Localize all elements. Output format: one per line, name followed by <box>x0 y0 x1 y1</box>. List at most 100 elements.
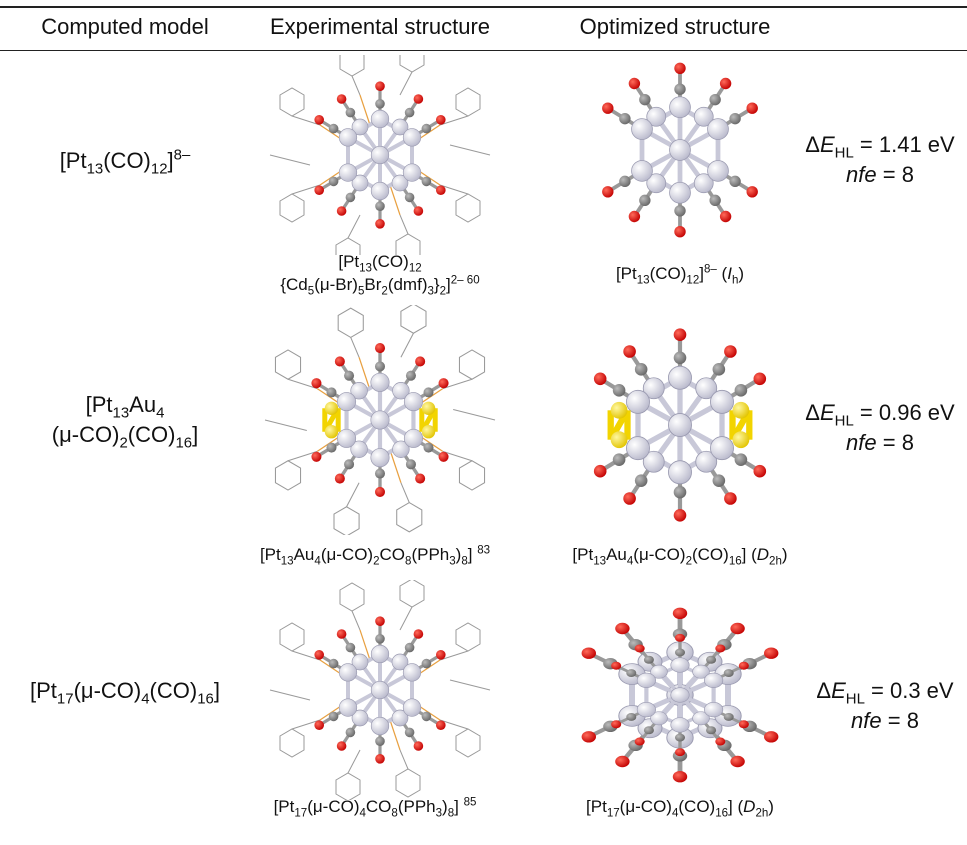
text-segment: nfe <box>851 708 882 733</box>
text-segment: [Pt <box>615 264 637 283</box>
text-segment: ) <box>768 797 774 816</box>
text-segment: (CO) <box>678 797 716 816</box>
computed-model: [Pt17(μ-CO)4(CO)16] <box>0 676 250 706</box>
text-line: [Pt17(μ-CO)4CO8(PPh3)8] 85 <box>200 795 550 820</box>
text-line: [Pt13Au4 <box>0 390 250 420</box>
text-segment: (dmf) <box>387 275 428 294</box>
text-segment: = 1.41 eV <box>853 132 955 157</box>
text-segment: 8 <box>447 807 455 820</box>
text-line: ΔEHL = 0.96 eV <box>790 398 967 428</box>
text-segment: (PPh <box>397 797 436 816</box>
text-segment: Br <box>364 275 382 294</box>
text-line: [Pt13Au4(μ-CO)2(CO)16] (D2h) <box>520 543 840 568</box>
text-segment: (CO) <box>149 678 198 703</box>
text-segment: 2 <box>685 555 692 568</box>
text-line: [Pt17(μ-CO)4(CO)16] <box>0 676 250 706</box>
text-segment: ) <box>455 545 462 564</box>
text-segment: ] <box>167 148 174 173</box>
text-segment: CO <box>379 545 406 564</box>
text-line: (μ-CO)2(CO)16] <box>0 420 250 450</box>
text-segment: 2 <box>119 434 128 452</box>
text-segment: } <box>433 275 440 294</box>
text-segment: ] <box>192 422 199 447</box>
text-segment: 16 <box>175 434 193 452</box>
text-segment: ] <box>213 678 220 703</box>
text-segment: 85 <box>463 796 477 809</box>
top-rule <box>0 6 967 8</box>
text-segment: (μ-CO) <box>51 422 120 447</box>
text-segment: 13 <box>86 160 104 178</box>
text-segment: (CO) <box>371 252 409 271</box>
optimized-caption: [Pt17(μ-CO)4(CO)16] (D2h) <box>520 795 840 820</box>
text-line: [Pt13(CO)12 <box>230 250 530 275</box>
text-segment: HL <box>834 412 854 430</box>
text-line: {Cd5(μ-Br)5Br2(dmf)3}2]2– 60 <box>230 273 530 298</box>
text-segment: 12 <box>686 274 700 287</box>
text-segment: 8 <box>461 555 468 568</box>
text-segment: ] <box>446 275 451 294</box>
text-segment: 2 <box>381 285 388 298</box>
text-segment: 4 <box>156 404 165 422</box>
text-segment: 5 <box>357 285 365 298</box>
text-segment: h <box>731 274 739 287</box>
text-segment: {Cd <box>280 275 308 294</box>
text-segment: D <box>743 797 756 816</box>
text-segment: 3 <box>449 555 456 568</box>
text-segment: nfe <box>846 162 877 187</box>
text-segment: 13 <box>593 555 607 568</box>
text-segment: 4 <box>314 555 321 568</box>
energy: ΔEHL = 0.96 eV nfe = 8 <box>790 398 967 458</box>
text-line: [Pt13(CO)12]8– (Ih) <box>530 262 830 287</box>
text-segment: (μ-Br) <box>314 275 358 294</box>
text-segment: 5 <box>307 285 315 298</box>
header-rule <box>0 50 967 51</box>
text-segment: (μ-CO) <box>619 797 672 816</box>
text-segment: 2h <box>769 555 782 568</box>
text-segment: ] <box>467 545 478 564</box>
text-segment: HL <box>845 690 865 708</box>
text-segment: 13 <box>280 555 294 568</box>
experimental-structure-image <box>264 305 496 535</box>
text-line: [Pt13Au4(μ-CO)2CO8(PPh3)8] 83 <box>200 543 550 568</box>
text-segment: E <box>819 132 835 157</box>
text-segment: 12 <box>150 160 168 178</box>
text-segment: 16 <box>728 555 742 568</box>
text-segment: 13 <box>112 404 130 422</box>
text-segment: = 8 <box>876 162 914 187</box>
text-segment: (μ-CO) <box>320 545 374 564</box>
text-segment: Au <box>606 545 627 564</box>
computed-model: [Pt13Au4 (μ-CO)2(CO)16] <box>0 390 250 450</box>
text-segment: (CO) <box>649 264 687 283</box>
optimized-structure-image <box>585 55 775 245</box>
text-segment: = 0.3 eV <box>864 678 954 703</box>
text-segment: E <box>831 678 846 703</box>
text-line: nfe = 8 <box>790 428 967 458</box>
text-segment: 2 <box>373 555 380 568</box>
optimized-structure-image <box>570 320 790 530</box>
text-segment: 4 <box>671 807 679 820</box>
experimental-structure-image <box>269 55 491 255</box>
text-segment: (CO) <box>691 545 729 564</box>
text-segment: 12 <box>408 262 422 275</box>
text-segment: 2h <box>755 807 769 820</box>
text-segment: I <box>727 264 732 283</box>
optimized-caption: [Pt13(CO)12]8– (Ih) <box>530 262 830 287</box>
text-segment: [Pt <box>59 148 87 173</box>
text-segment: [Pt <box>85 392 113 417</box>
text-segment: ( <box>716 264 728 283</box>
text-segment: Au <box>129 392 157 417</box>
computed-model: [Pt13(CO)12]8– <box>0 146 250 178</box>
text-segment: = 8 <box>881 708 919 733</box>
text-segment: Δ <box>805 132 820 157</box>
text-line: [Pt13(CO)12]8– <box>0 146 250 178</box>
text-segment: 4 <box>141 690 150 708</box>
experimental-caption: [Pt17(μ-CO)4CO8(PPh3)8] 85 <box>200 795 550 820</box>
column-header: Experimental structure <box>269 14 491 39</box>
text-line: nfe = 8 <box>795 706 967 736</box>
text-segment: 3 <box>427 285 434 298</box>
text-segment: [Pt <box>338 252 360 271</box>
text-segment: ] ( <box>728 797 744 816</box>
text-segment: D <box>756 545 770 564</box>
text-segment: 17 <box>56 690 74 708</box>
text-segment: ) <box>738 264 745 283</box>
